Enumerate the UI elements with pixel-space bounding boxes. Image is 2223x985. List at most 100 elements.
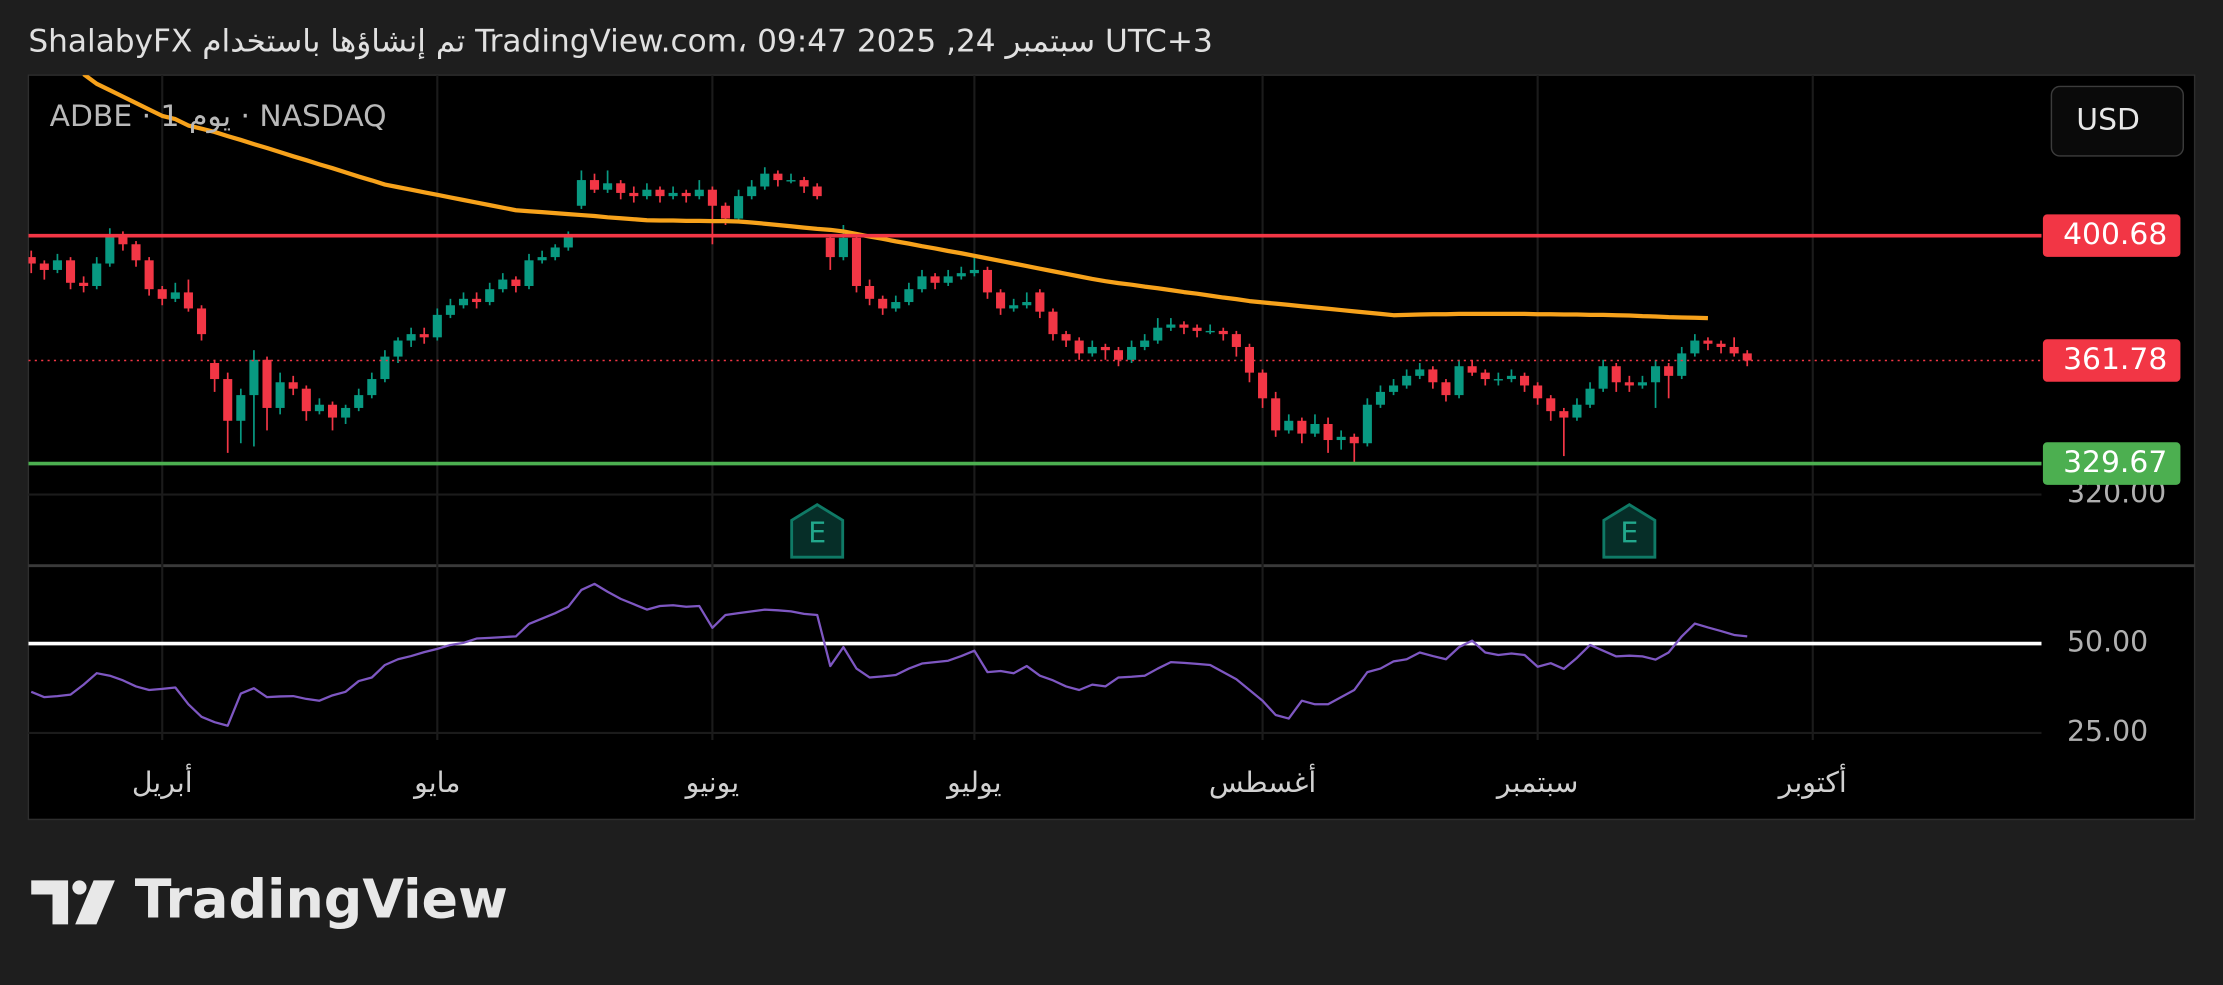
- candle-body: [236, 395, 246, 421]
- candle-body: [380, 356, 390, 380]
- level-label-box: [2042, 442, 2181, 485]
- candle-body: [786, 180, 796, 182]
- candle-body: [668, 192, 678, 197]
- candle-body: [1375, 391, 1385, 405]
- candle-body: [851, 237, 862, 286]
- candle-body: [694, 189, 704, 197]
- candle-body: [1703, 340, 1713, 344]
- y-tick-label: 50.00: [2067, 626, 2148, 659]
- candle-body: [432, 314, 442, 338]
- symbol-title: ADBE · 1 يوم · NASDAQ: [50, 99, 387, 134]
- candle-body: [956, 273, 966, 277]
- candle-body: [524, 260, 534, 286]
- earnings-marker: [1602, 503, 1657, 559]
- candle-body: [1533, 385, 1543, 399]
- candle-body: [511, 279, 521, 286]
- candle-body: [1389, 385, 1399, 392]
- candle-body: [393, 340, 403, 357]
- candle-body: [720, 205, 731, 219]
- level-label-box: [2042, 339, 2181, 382]
- candle-body: [747, 186, 757, 197]
- candle-body: [1140, 340, 1150, 347]
- candle-body: [1127, 346, 1137, 360]
- candle-body: [996, 292, 1006, 309]
- candle-body: [1087, 346, 1097, 354]
- candle-body: [616, 183, 626, 193]
- candle-body: [1271, 398, 1281, 431]
- candle-body: [1506, 375, 1516, 380]
- candle-body: [170, 292, 180, 299]
- candle-body: [603, 183, 613, 190]
- candle-body: [943, 276, 953, 283]
- candle-body: [1048, 311, 1058, 335]
- candle-body: [196, 308, 207, 335]
- candle-body: [445, 305, 455, 315]
- candle-body: [65, 260, 76, 283]
- x-tick-label: أغسطس: [1209, 763, 1316, 799]
- candle-body: [1153, 327, 1163, 341]
- brand: TradingView: [135, 868, 508, 931]
- candle-body: [1651, 366, 1661, 383]
- level-label: 400.68: [2063, 217, 2167, 252]
- candle-body: [301, 388, 311, 412]
- candle-body: [838, 237, 848, 258]
- y-tick-label: 25.00: [2067, 715, 2148, 748]
- candle-body: [681, 192, 691, 197]
- candle-body: [1664, 366, 1674, 376]
- candle-body: [1402, 375, 1412, 386]
- candle-body: [419, 334, 429, 338]
- candle-body: [28, 257, 36, 264]
- candle-body: [472, 298, 482, 303]
- candle-body: [891, 302, 901, 309]
- line: [82, 75, 1708, 321]
- candle-body: [92, 263, 102, 286]
- candle-body: [1166, 324, 1176, 328]
- candle-body: [367, 379, 377, 396]
- level-label: 329.67: [2063, 445, 2167, 480]
- candle-body: [1009, 305, 1019, 309]
- header: ShalabyFX تم إنشاؤها باستخدام TradingVie…: [28, 24, 1212, 60]
- logo-shape: [75, 880, 115, 925]
- candle-body: [498, 279, 508, 290]
- candle-body: [1572, 404, 1582, 418]
- candle-body: [1231, 334, 1241, 347]
- candle-body: [1323, 423, 1333, 441]
- candle-body: [812, 186, 822, 197]
- candle-body: [1559, 411, 1569, 418]
- logo-shape: [72, 880, 87, 895]
- x-tick-label: يونيو: [684, 766, 740, 799]
- line: [30, 582, 1748, 727]
- candle-body: [1100, 346, 1110, 351]
- x-tick-label: مايو: [412, 766, 460, 799]
- candle-body: [1611, 366, 1621, 383]
- candle-body: [183, 292, 193, 309]
- candle-body: [655, 189, 665, 197]
- earnings-label: E: [808, 516, 826, 549]
- candle-body: [275, 382, 285, 408]
- candle-body: [52, 260, 62, 270]
- candle-body: [1362, 404, 1372, 444]
- candle-body: [550, 247, 560, 258]
- currency-button[interactable]: [2050, 85, 2184, 157]
- candle-body: [1061, 334, 1071, 341]
- candle-body: [878, 298, 888, 309]
- price-pane: [28, 75, 2042, 466]
- candle-body: [1467, 366, 1477, 373]
- candle-body: [1415, 369, 1425, 376]
- candle-body: [327, 404, 338, 418]
- candle-body: [707, 189, 717, 206]
- candle-body: [223, 379, 233, 421]
- candle-body: [1113, 350, 1124, 360]
- candle-body: [485, 289, 495, 303]
- candle-body: [79, 282, 89, 286]
- candle-body: [1349, 436, 1359, 444]
- rsi-pane: [28, 582, 2042, 727]
- candle-body: [210, 363, 220, 380]
- candle-body: [1520, 375, 1530, 386]
- candle-body: [1742, 353, 1752, 361]
- x-tick-label: يوليو: [945, 766, 1001, 799]
- candle-body: [39, 263, 49, 270]
- candle-body: [1729, 346, 1739, 354]
- candle-body: [1035, 292, 1045, 312]
